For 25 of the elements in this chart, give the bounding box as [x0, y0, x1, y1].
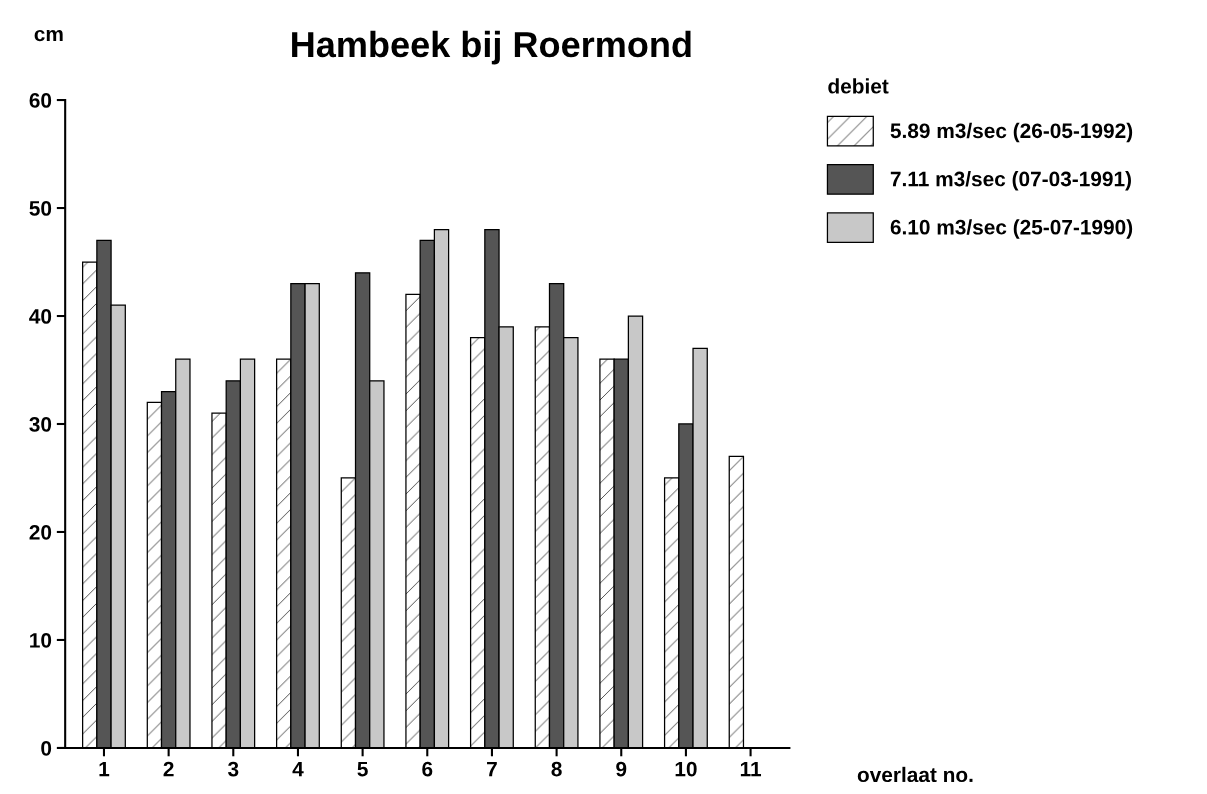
- x-tick-label: 3: [227, 761, 239, 777]
- y-tick-label: 10: [30, 632, 52, 648]
- x-tick-label: 9: [616, 761, 627, 777]
- y-tick-label: 60: [29, 93, 52, 108]
- y-tick-label: 20: [29, 524, 52, 540]
- x-tick-label: 2: [163, 761, 174, 777]
- x-tick-label: 8: [551, 761, 562, 777]
- x-tick-label: 6: [422, 761, 433, 777]
- x-tick-label: 5: [357, 761, 368, 777]
- y-tick-label: 0: [41, 740, 52, 756]
- y-axis-title: cm: [34, 29, 63, 42]
- chart-title: Hambeek bij Roermond: [292, 30, 691, 65]
- legend-label: 5.89 m3/sec (26-05-1992): [890, 122, 1133, 143]
- x-tick-label: 7: [487, 761, 497, 777]
- legend-label: 6.10 m3/sec (25-07-1990): [890, 219, 1133, 239]
- x-tick-label: 1: [99, 761, 110, 777]
- y-tick-label: 50: [29, 201, 52, 216]
- y-tick-label: 30: [29, 417, 52, 432]
- legend-label: 7.11 m3/sec (07-03-1991): [890, 171, 1131, 191]
- x-axis-title: overlaat no.: [857, 766, 973, 783]
- y-tick-label: 40: [29, 309, 52, 324]
- x-tick-label: 11: [740, 761, 762, 777]
- x-tick-label: 4: [292, 761, 304, 777]
- x-tick-label: 10: [675, 761, 697, 777]
- legend-title: debiet: [828, 78, 889, 94]
